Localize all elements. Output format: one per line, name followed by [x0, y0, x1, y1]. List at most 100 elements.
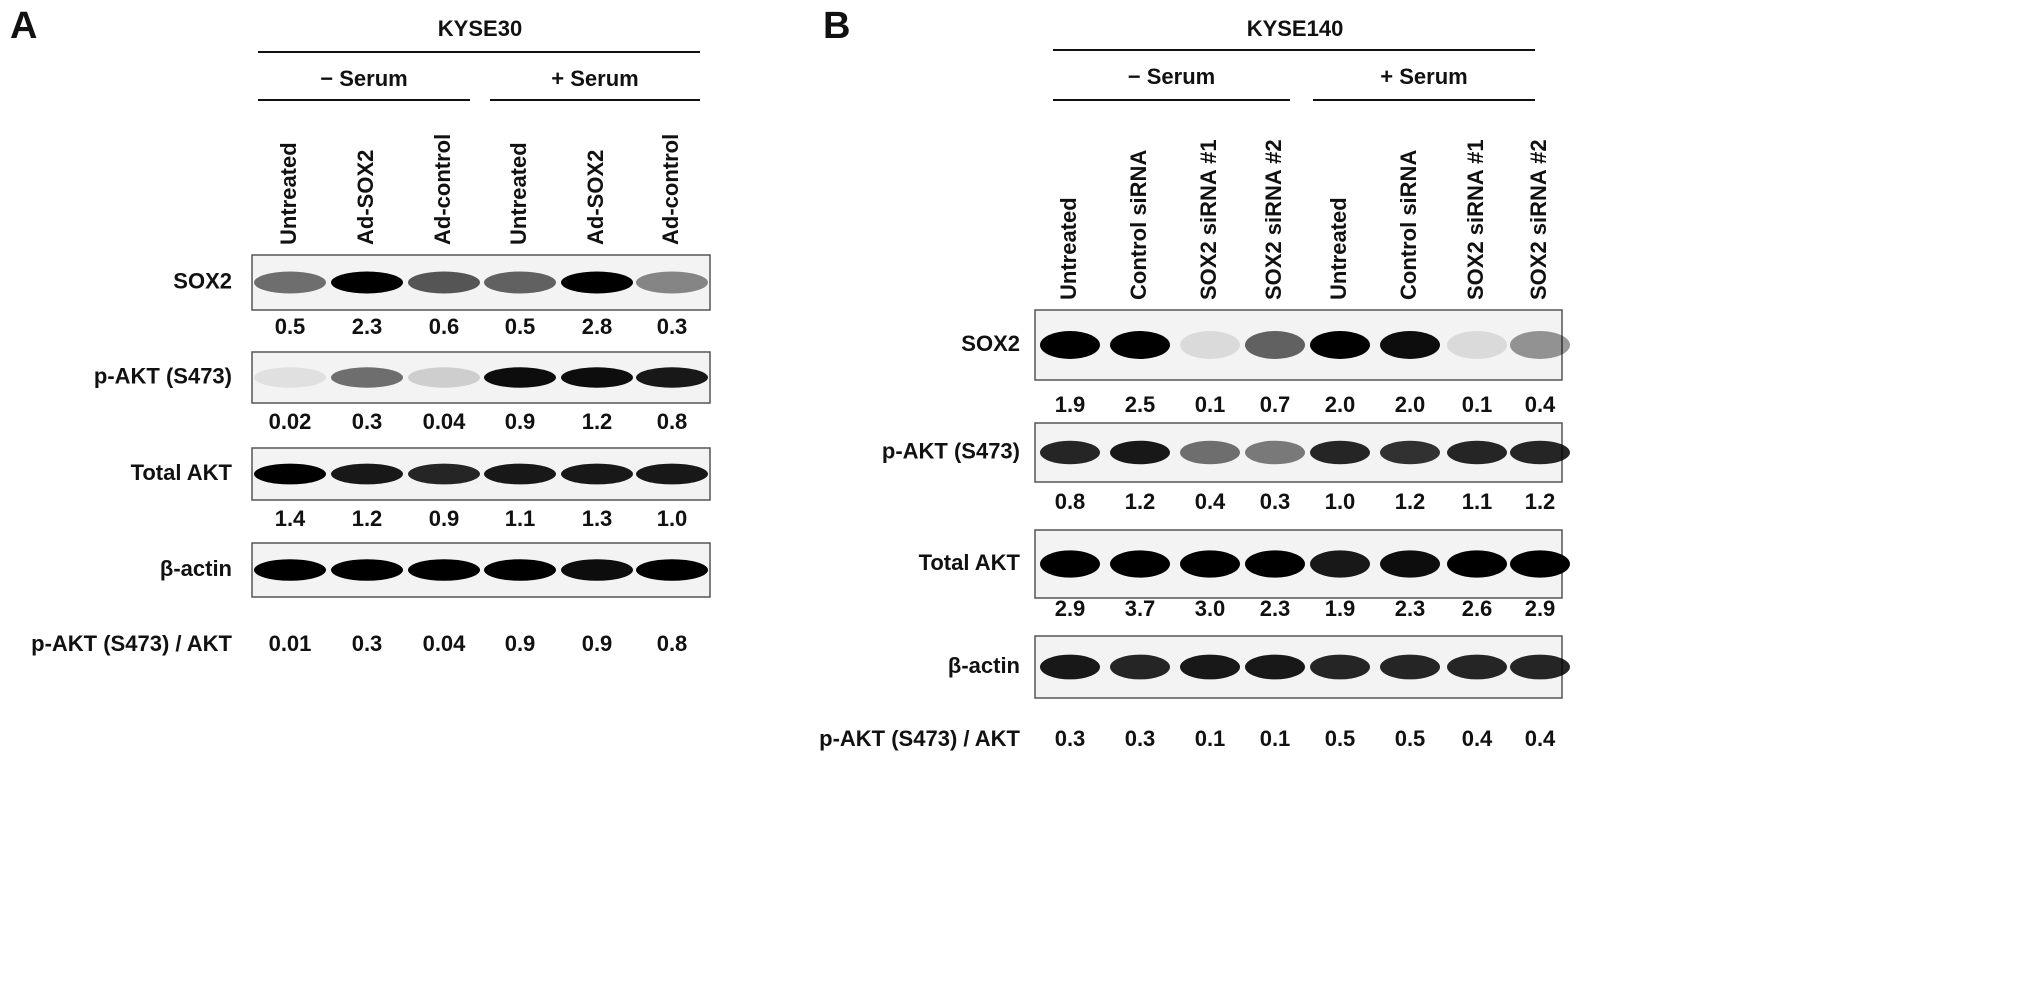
band	[1040, 550, 1100, 578]
lane-label: SOX2 siRNA #1	[1196, 139, 1221, 300]
ratio-value: 0.3	[1055, 726, 1086, 751]
band	[331, 559, 403, 581]
lane-label: SOX2 siRNA #1	[1463, 139, 1488, 300]
band-value: 3.7	[1125, 596, 1156, 621]
lane-label: SOX2 siRNA #2	[1261, 139, 1286, 300]
band	[254, 559, 326, 581]
panel-letter: B	[823, 5, 850, 47]
band-value: 0.1	[1195, 392, 1226, 417]
band-value: 2.3	[352, 314, 383, 339]
ratio-value: 0.1	[1260, 726, 1291, 751]
band	[484, 463, 556, 485]
band-value: 0.6	[429, 314, 460, 339]
ratio-value: 0.1	[1195, 726, 1226, 751]
band	[484, 559, 556, 581]
lane-label: Ad-SOX2	[583, 150, 608, 245]
band	[1110, 440, 1170, 465]
band	[1510, 331, 1570, 359]
ratio-value: 0.3	[1125, 726, 1156, 751]
lane-label: Control siRNA	[1126, 150, 1151, 300]
blot-label: Total AKT	[131, 460, 233, 485]
band	[636, 559, 708, 581]
band-value: 2.3	[1395, 596, 1426, 621]
band	[484, 271, 556, 294]
blot-box	[251, 447, 711, 501]
band-value: 1.1	[1462, 489, 1493, 514]
band	[1040, 654, 1100, 680]
band	[1040, 331, 1100, 359]
ratio-value: 0.3	[352, 631, 383, 656]
band-value: 2.3	[1260, 596, 1291, 621]
band	[1380, 440, 1440, 465]
ratio-value: 0.8	[657, 631, 688, 656]
lane-label: Ad-SOX2	[353, 150, 378, 245]
ratio-value: 0.4	[1462, 726, 1493, 751]
lane-label: SOX2 siRNA #2	[1526, 139, 1551, 300]
ratio-value: 0.01	[269, 631, 312, 656]
band	[1310, 550, 1370, 578]
band-value: 2.5	[1125, 392, 1156, 417]
band	[1447, 440, 1507, 465]
band	[636, 271, 708, 294]
band	[1245, 331, 1305, 359]
blot-box	[251, 351, 711, 404]
blot-label: SOX2	[173, 268, 232, 293]
band	[1310, 440, 1370, 465]
band-value: 1.1	[505, 506, 536, 531]
band-value: 0.9	[505, 409, 536, 434]
blot-label: p-AKT (S473)	[94, 363, 232, 388]
band	[1510, 550, 1570, 578]
band-value: 0.7	[1260, 392, 1291, 417]
band	[1245, 550, 1305, 578]
blot-label: Total AKT	[919, 550, 1021, 575]
group-label: + Serum	[1380, 64, 1467, 89]
band	[254, 271, 326, 294]
band-value: 1.9	[1055, 392, 1086, 417]
blot-box	[251, 254, 711, 311]
panel-letter: A	[10, 5, 37, 47]
band	[1510, 654, 1570, 680]
band	[1110, 654, 1170, 680]
band	[1245, 654, 1305, 680]
band	[331, 367, 403, 388]
band-value: 0.3	[657, 314, 688, 339]
ratio-value: 0.5	[1395, 726, 1426, 751]
band	[254, 367, 326, 388]
band	[408, 271, 480, 294]
lane-label: Ad-control	[430, 134, 455, 245]
band-value: 0.8	[1055, 489, 1086, 514]
band	[254, 463, 326, 485]
band	[1310, 331, 1370, 359]
ratio-value: 0.4	[1525, 726, 1556, 751]
band	[1447, 654, 1507, 680]
band-value: 2.0	[1325, 392, 1356, 417]
blot-label: β-actin	[160, 556, 232, 581]
band-value: 1.2	[1525, 489, 1556, 514]
band	[1510, 440, 1570, 465]
lane-label: Ad-control	[658, 134, 683, 245]
band-value: 0.9	[429, 506, 460, 531]
band	[1310, 654, 1370, 680]
band-value: 1.4	[275, 506, 306, 531]
group-label: − Serum	[1128, 64, 1215, 89]
ratio-value: 0.04	[423, 631, 467, 656]
band-value: 0.8	[657, 409, 688, 434]
ratio-value: 0.5	[1325, 726, 1356, 751]
cell-line: KYSE30	[438, 16, 522, 41]
band-value: 1.0	[1325, 489, 1356, 514]
band	[1110, 331, 1170, 359]
lane-label: Control siRNA	[1396, 150, 1421, 300]
band-value: 1.2	[352, 506, 383, 531]
band-value: 1.9	[1325, 596, 1356, 621]
band	[1380, 331, 1440, 359]
band	[331, 463, 403, 485]
band	[1180, 550, 1240, 578]
band	[1180, 654, 1240, 680]
band-value: 0.5	[505, 314, 536, 339]
blot-label: SOX2	[961, 331, 1020, 356]
band	[1380, 550, 1440, 578]
band-value: 2.9	[1055, 596, 1086, 621]
cell-line: KYSE140	[1247, 16, 1344, 41]
band-value: 3.0	[1195, 596, 1226, 621]
blot-label: p-AKT (S473)	[882, 438, 1020, 463]
